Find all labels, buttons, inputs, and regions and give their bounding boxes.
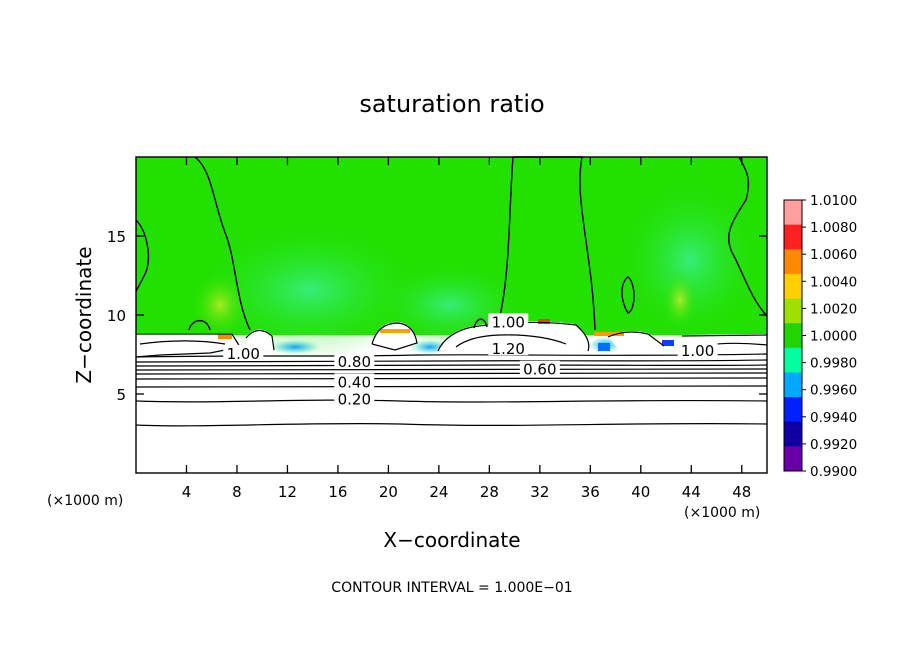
cloud-edge xyxy=(218,334,232,339)
contour-lines-lower xyxy=(135,321,768,427)
x-tick-label: 40 xyxy=(631,483,650,501)
cloud-region xyxy=(438,321,589,350)
colorbar-swatch xyxy=(784,323,802,349)
contour-interval-note: CONTOUR INTERVAL = 1.000E−01 xyxy=(331,580,572,596)
x-tick-label: 36 xyxy=(581,483,600,501)
field-blob xyxy=(270,340,320,354)
y-axis-label: Z−coordinate xyxy=(72,246,96,383)
x-tick-label: 32 xyxy=(530,483,549,501)
x-tick-label: 8 xyxy=(232,483,242,501)
field-blob xyxy=(190,220,430,360)
x-tick-label: 20 xyxy=(379,483,398,501)
colorbar-swatch xyxy=(784,372,802,398)
contour-label: 0.60 xyxy=(523,361,556,379)
contour-label-bg xyxy=(223,344,264,360)
colorbar-swatch xyxy=(784,397,802,423)
x-unit-right: (×1000 m) xyxy=(684,505,760,521)
x-tick-label: 16 xyxy=(328,483,347,501)
colorbar: 1.0100 1.0080 1.0060 1.0040 1.0020 1.0000 0.99… xyxy=(783,193,857,480)
contour-label-bg xyxy=(334,390,375,406)
colorbar-label: 1.0100 xyxy=(810,193,857,209)
x-tick-label: 24 xyxy=(429,483,448,501)
contour-label-bg xyxy=(334,373,375,389)
colorbar-swatch xyxy=(784,224,802,250)
cloud-edge xyxy=(380,329,410,333)
y-tick-label: 15 xyxy=(107,228,126,246)
colorbar-label: 0.9900 xyxy=(810,464,857,480)
contour-label: 1.00 xyxy=(227,345,260,363)
colorbar-label: 1.0020 xyxy=(810,301,857,317)
contour-label-bg xyxy=(677,341,718,357)
contour-label: 0.20 xyxy=(338,391,371,409)
colorbar-swatch xyxy=(784,249,802,275)
colorbar-swatch xyxy=(784,298,802,324)
colorbar-label: 1.0040 xyxy=(810,274,857,290)
colorbar-label: 0.9980 xyxy=(810,356,857,372)
contour-labels: 1.00 0.80 0.60 0.400.20 1.20 1.00 1.00 xyxy=(223,313,718,409)
colorbar-label: 1.0060 xyxy=(810,247,857,263)
colorbar-label: 0.9920 xyxy=(810,437,857,453)
field-blob xyxy=(615,175,765,345)
colorbar-swatch xyxy=(784,421,802,447)
contour-label-bg xyxy=(334,352,375,368)
x-tick-label: 44 xyxy=(682,483,701,501)
colorbar-swatch xyxy=(784,347,802,373)
y-tick-label: 5 xyxy=(116,386,126,404)
contour-label: 1.00 xyxy=(681,342,714,360)
cloud-region xyxy=(136,333,240,356)
cloud-edge xyxy=(538,319,550,324)
field-blob xyxy=(662,270,698,330)
contour-label-bg xyxy=(488,340,529,356)
x-tick-label: 4 xyxy=(182,483,192,501)
colorbar-label: 0.9940 xyxy=(810,410,857,426)
colorbar-swatch xyxy=(784,446,802,472)
cloud-edge xyxy=(598,343,610,351)
cloud-edge xyxy=(594,332,624,336)
contour-label-bg xyxy=(519,360,560,376)
colorbar-label: 0.9960 xyxy=(810,383,857,399)
colorbar-swatch xyxy=(784,200,802,226)
contour-label: 1.00 xyxy=(492,313,525,331)
contour-label: 0.80 xyxy=(338,353,371,371)
colorbar-swatch xyxy=(784,273,802,300)
x-tick-label: 28 xyxy=(480,483,499,501)
x-unit-left: (×1000 m) xyxy=(47,493,123,509)
colorbar-label: 1.0000 xyxy=(810,329,857,345)
contour-lines-upper xyxy=(135,156,768,331)
contour-label-bg xyxy=(488,313,529,329)
x-tick-label: 12 xyxy=(278,483,297,501)
colorbar-label: 1.0080 xyxy=(810,220,857,236)
contour-label: 1.20 xyxy=(492,340,525,358)
field-blob xyxy=(410,340,450,354)
y-ticks: 5 10 15 xyxy=(107,228,767,404)
chart-title: saturation ratio xyxy=(359,90,544,118)
x-ticks: 4 8 12 16 20 24 28 32 36 40 44 48 xyxy=(182,157,751,501)
x-tick-label: 48 xyxy=(732,483,751,501)
contour-label: 0.40 xyxy=(338,373,371,391)
cloud-edge xyxy=(662,340,674,346)
x-axis-label: X−coordinate xyxy=(383,528,520,552)
y-tick-label: 10 xyxy=(107,307,126,325)
